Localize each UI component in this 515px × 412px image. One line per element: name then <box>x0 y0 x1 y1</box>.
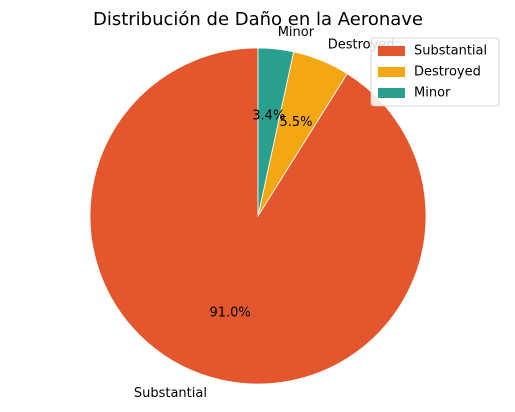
legend-label-destroyed: Destroyed <box>414 65 481 80</box>
legend-swatch-minor <box>378 88 405 98</box>
slice-label-substantial: Substantial <box>134 386 207 401</box>
percent-label-destroyed: 5.5% <box>280 115 313 130</box>
chart-title: Distribución de Daño en la Aeronave <box>93 9 423 30</box>
percent-labels: 91.0% 5.5%3.4% <box>209 108 312 320</box>
percent-label-substantial: 91.0% <box>209 305 250 320</box>
legend-label-minor: Minor <box>414 86 451 101</box>
legend-label-substantial: Substantial <box>414 44 487 59</box>
legend: Substantial Destroyed Minor <box>370 37 500 107</box>
slice-label-minor: Minor <box>278 25 315 40</box>
pie-slices <box>89 47 427 385</box>
percent-label-minor: 3.4% <box>252 108 285 123</box>
pie-slice-minor[interactable] <box>257 47 295 217</box>
legend-swatch-destroyed <box>378 67 405 77</box>
legend-swatch-substantial <box>378 46 405 56</box>
